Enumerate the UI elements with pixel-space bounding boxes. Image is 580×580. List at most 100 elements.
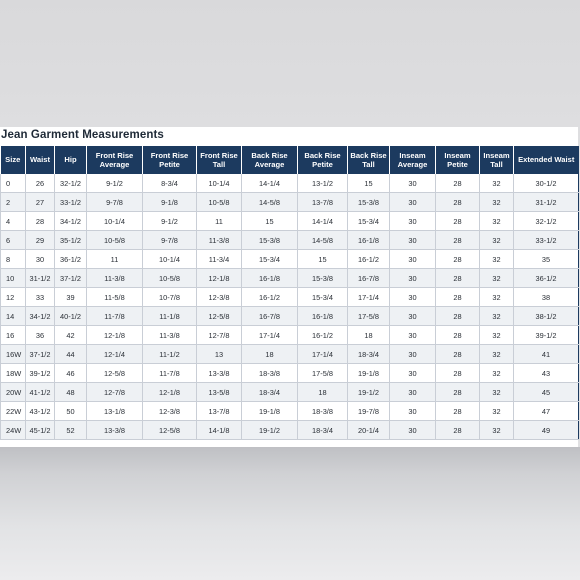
table-cell: 13-3/8 [86,420,143,440]
table-cell: 15-3/4 [297,287,348,307]
table-row: 16 36 42 12-1/8 11-3/8 12-7/8 17-1/4 16-1/2 18 30… [0,325,579,345]
table-cell: 18 [241,344,298,364]
table-cell: 11-7/8 [86,306,143,326]
table-cell: 36-1/2 [54,249,87,269]
table-cell: 46 [54,363,87,383]
table-cell: 6 [0,230,26,250]
table-cell: 28 [435,401,480,421]
table-cell: 26 [25,174,55,193]
table-cell: 30 [389,420,436,440]
table-cell: 14-5/8 [241,192,298,212]
table-cell: 28 [435,363,480,383]
table-cell: 28 [435,344,480,364]
table-cell: 18-3/4 [241,382,298,402]
table-cell: 30 [389,249,436,269]
table-cell: 30 [389,401,436,421]
table-cell: 32 [479,306,514,326]
table-cell: 29 [25,230,55,250]
table-cell: 19-7/8 [347,401,390,421]
table-cell: 43-1/2 [25,401,55,421]
column-header: Back Rise Petite [297,146,348,174]
background-shadow [0,447,580,580]
table-cell: 15-3/8 [297,268,348,288]
column-header: Size [0,146,26,174]
table-cell: 18-3/8 [297,401,348,421]
table-cell: 40-1/2 [54,306,87,326]
table-cell: 13-7/8 [297,192,348,212]
table-row: 2 27 33-1/2 9-7/8 9-1/8 10-5/8 14-5/8 13-7/8 15-… [0,192,579,212]
table-cell: 33-1/2 [54,192,87,212]
table-cell: 12-1/8 [86,325,143,345]
table-cell: 13-3/8 [196,363,242,383]
column-header: Inseam Average [389,146,436,174]
table-row: 20W 41-1/2 48 12-7/8 12-1/8 13-5/8 18-3/4 18 19-… [0,382,579,402]
table-cell: 32 [479,401,514,421]
table-cell: 11 [196,211,242,231]
table-cell: 32 [479,420,514,440]
table-cell: 13-5/8 [196,382,242,402]
table-cell: 12-1/8 [142,382,197,402]
table-cell: 19-1/8 [347,363,390,383]
table-cell: 41-1/2 [25,382,55,402]
table-cell: 12-1/4 [86,344,143,364]
table-cell: 8 [0,249,26,269]
table-cell: 11-3/8 [196,230,242,250]
column-header: Inseam Tall [479,146,514,174]
table-cell: 30 [389,287,436,307]
table-cell: 34-1/2 [54,211,87,231]
table-cell: 15 [347,174,390,193]
table-cell: 28 [435,287,480,307]
table-cell: 18 [297,382,348,402]
size-chart-sheet: Jean Garment Measurements Size Waist Hip Fr… [0,127,579,447]
table-cell: 15-3/4 [347,211,390,231]
table-cell: 14-1/4 [297,211,348,231]
column-header: Waist [25,146,55,174]
table-cell: 30 [389,306,436,326]
table-cell: 37-1/2 [54,268,87,288]
table-cell: 30 [389,325,436,345]
table-row: 24W 45-1/2 52 13-3/8 12-5/8 14-1/8 19-1/2 18-3/… [0,420,579,440]
table-cell: 45 [513,382,579,402]
table-cell: 17-5/8 [297,363,348,383]
table-cell: 14-5/8 [297,230,348,250]
table-cell: 30 [389,268,436,288]
table-cell: 9-1/8 [142,192,197,212]
table-cell: 32 [479,325,514,345]
table-cell: 35-1/2 [54,230,87,250]
table-cell: 12-5/8 [142,420,197,440]
table-row: 12 33 39 11-5/8 10-7/8 12-3/8 16-1/2 15-3/4 17-1… [0,287,579,307]
table-cell: 28 [435,268,480,288]
table-cell: 52 [54,420,87,440]
table-row: 14 34-1/2 40-1/2 11-7/8 11-1/8 12-5/8 16-7/8 16… [0,306,579,326]
table-row: 8 30 36-1/2 11 10-1/4 11-3/4 15-3/4 15 16-1/2 30 2… [0,249,579,269]
table-cell: 30 [389,344,436,364]
table-cell: 28 [25,211,55,231]
table-cell: 17-1/4 [241,325,298,345]
table-cell: 4 [0,211,26,231]
table-cell: 11-1/2 [142,344,197,364]
table-cell: 12 [0,287,26,307]
table-cell: 16-1/8 [241,268,298,288]
table-cell: 18W [0,363,26,383]
table-cell: 15-3/8 [347,192,390,212]
table-cell: 20W [0,382,26,402]
table-cell: 28 [435,211,480,231]
table-cell: 43 [513,363,579,383]
table-cell: 28 [435,249,480,269]
table-cell: 18-3/4 [297,420,348,440]
column-header: Front Rise Petite [142,146,197,174]
table-cell: 28 [435,174,480,193]
table-cell: 0 [0,174,26,193]
table-cell: 37-1/2 [25,344,55,364]
table-cell: 22W [0,401,26,421]
table-cell: 16-7/8 [347,268,390,288]
table-cell: 10-1/4 [86,211,143,231]
measurements-table: Size Waist Hip Front Rise Average Front Rise… [0,146,579,440]
table-cell: 13-1/8 [86,401,143,421]
table-cell: 10-5/8 [86,230,143,250]
table-row: 16W 37-1/2 44 12-1/4 11-1/2 13 18 17-1/4 18-3/4 3… [0,344,579,364]
table-cell: 32 [479,211,514,231]
table-cell: 32-1/2 [513,211,579,231]
table-cell: 28 [435,192,480,212]
table-cell: 10-5/8 [142,268,197,288]
